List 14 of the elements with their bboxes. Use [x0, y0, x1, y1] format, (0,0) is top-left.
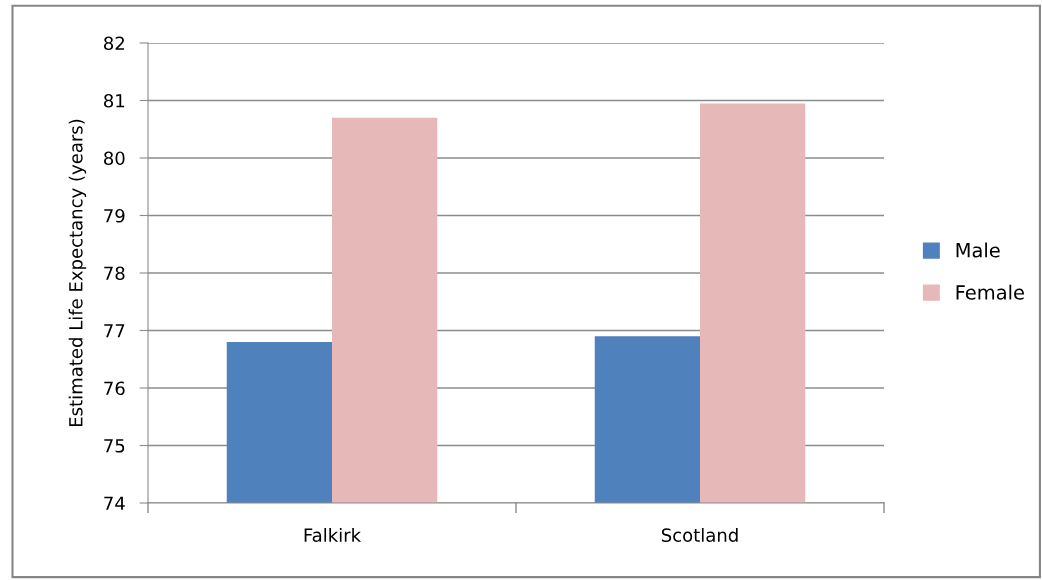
y-tick-label: 75: [104, 439, 125, 453]
y-tick-label: 78: [104, 266, 125, 281]
y-tick-label: 80: [104, 151, 125, 166]
x-tick-label: Falkirk: [304, 528, 362, 542]
legend-label: Female: [956, 284, 1024, 300]
y-tick-label: 81: [104, 93, 125, 108]
x-tick-label: Scotland: [661, 528, 738, 542]
y-tick-label: 74: [104, 496, 125, 510]
y-axis-title: Estimated Life Expectancy (years): [68, 119, 87, 426]
y-tick-label: 79: [104, 208, 125, 223]
legend-label: Male: [956, 242, 1000, 258]
y-tick-label: 76: [104, 381, 125, 396]
y-tick-label: 77: [104, 324, 125, 338]
y-tick-label: 82: [104, 36, 124, 51]
